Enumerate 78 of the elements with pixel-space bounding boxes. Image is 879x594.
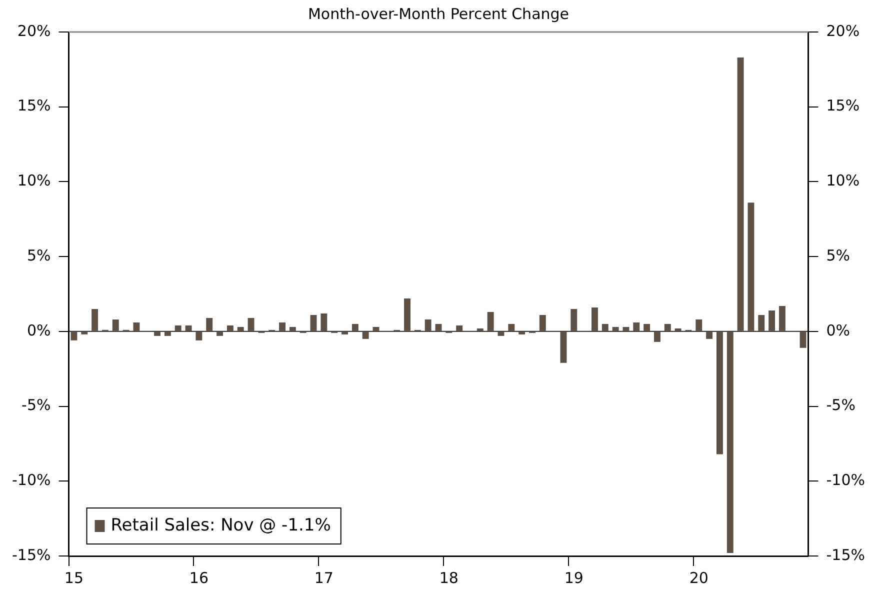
bar [476, 328, 484, 331]
bar [644, 324, 650, 331]
bar [248, 318, 254, 331]
bar [92, 308, 98, 331]
bar [154, 332, 161, 336]
bar [362, 332, 369, 339]
bar [196, 332, 202, 340]
y2-tick-label: 0% [826, 321, 850, 340]
y-tick-label: 15% [17, 96, 51, 115]
bar [487, 312, 494, 331]
bar [133, 322, 140, 331]
bar [768, 310, 776, 331]
bar [185, 325, 192, 331]
bar [164, 332, 171, 336]
bar [508, 324, 515, 331]
bar [518, 332, 526, 334]
bar [70, 332, 78, 340]
bar [560, 332, 567, 363]
x-tick-label: 20 [689, 568, 708, 587]
bar [726, 332, 734, 554]
bar [237, 326, 244, 331]
bar [758, 314, 765, 331]
bar [748, 202, 754, 331]
bar [800, 332, 806, 348]
bar [424, 319, 432, 331]
bar [112, 319, 119, 331]
x-tick-label: 17 [314, 568, 334, 587]
y-tick-label: -5% [22, 396, 51, 414]
bar [737, 57, 744, 331]
bar [81, 332, 88, 334]
bar [456, 325, 463, 331]
x-tick-label: 15 [64, 568, 84, 587]
x-tick-label: 19 [564, 568, 584, 587]
bar [539, 314, 546, 331]
y-tick-label: 0% [26, 321, 51, 340]
y2-tick-label: 5% [826, 246, 850, 264]
chart-title: Month-over-Month Percent Change [308, 4, 570, 23]
y-tick-label: -10% [12, 471, 51, 490]
bar [279, 322, 286, 331]
bar [310, 314, 317, 331]
bar [602, 324, 608, 331]
y-tick-label: 20% [17, 22, 51, 40]
bar [706, 332, 713, 339]
bar [206, 318, 213, 331]
y-tick-label: -15% [12, 546, 51, 564]
bar [435, 324, 442, 331]
y2-tick-label: -5% [826, 396, 856, 414]
y-tick-label: 5% [26, 246, 51, 264]
x-tick-label: 16 [189, 568, 208, 587]
bar [664, 324, 671, 331]
bar [654, 332, 660, 342]
bar [612, 326, 619, 331]
bar [226, 325, 234, 331]
bar [592, 307, 598, 331]
bar [372, 326, 380, 331]
bar [174, 325, 182, 331]
bar [716, 332, 723, 454]
x-tick-label: 18 [439, 568, 458, 587]
bar [622, 326, 630, 331]
y-tick-label: 10% [17, 172, 51, 190]
bar [674, 328, 682, 331]
legend-label: Retail Sales: Nov @ -1.1% [110, 515, 331, 536]
y2-tick-label: 10% [826, 172, 860, 190]
bar [633, 322, 640, 331]
bar [570, 308, 578, 331]
y2-tick-label: 20% [826, 22, 860, 40]
bar [342, 332, 348, 334]
bar [216, 332, 224, 336]
bar [320, 313, 328, 331]
bar [498, 332, 504, 336]
y2-tick-label: -15% [826, 546, 866, 564]
bar [696, 319, 702, 331]
bar [778, 306, 786, 331]
y2-tick-label: -10% [826, 471, 866, 490]
bar [352, 324, 358, 331]
y2-tick-label: 15% [826, 96, 860, 115]
bar [289, 326, 296, 331]
bar [404, 298, 410, 331]
